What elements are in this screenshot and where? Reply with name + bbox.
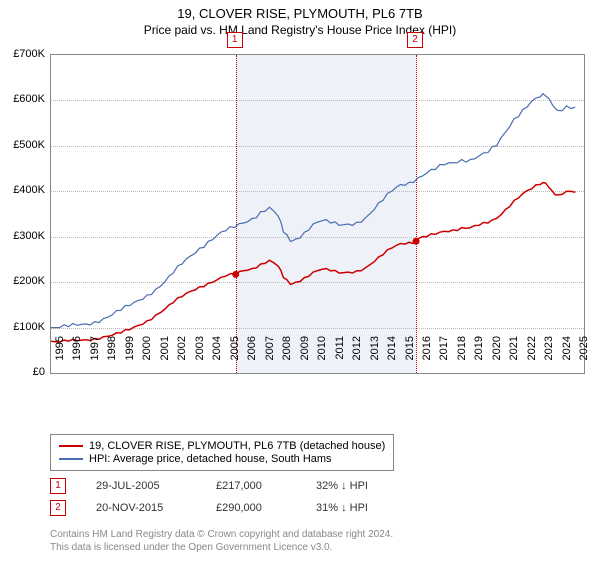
- x-axis-label: 2024: [561, 336, 573, 376]
- legend-item: HPI: Average price, detached house, Sout…: [59, 453, 385, 465]
- chart-area: £0£100K£200K£300K£400K£500K£600K£700K199…: [50, 54, 585, 394]
- x-axis-label: 2019: [473, 336, 485, 376]
- sale-row: 1 29-JUL-2005 £217,000 32% ↓ HPI: [50, 478, 396, 494]
- sale-price: £217,000: [216, 480, 286, 492]
- x-axis-label: 2014: [386, 336, 398, 376]
- x-axis-label: 2023: [543, 336, 555, 376]
- sale-hpi-diff: 31% ↓ HPI: [316, 502, 396, 514]
- x-axis-label: 2018: [456, 336, 468, 376]
- sale-price: £290,000: [216, 502, 286, 514]
- x-axis-label: 1995: [54, 336, 66, 376]
- sale-marker-badge: 2: [407, 32, 423, 48]
- x-axis-label: 2017: [438, 336, 450, 376]
- x-axis-label: 2011: [334, 336, 346, 376]
- chart-container: 19, CLOVER RISE, PLYMOUTH, PL6 7TB Price…: [0, 6, 600, 566]
- y-axis-label: £600K: [0, 93, 45, 105]
- x-axis-label: 2008: [281, 336, 293, 376]
- sale-row: 2 20-NOV-2015 £290,000 31% ↓ HPI: [50, 500, 396, 516]
- x-axis-label: 1997: [89, 336, 101, 376]
- x-axis-label: 2025: [578, 336, 590, 376]
- series-price_paid: [51, 183, 575, 343]
- plot-region: [50, 54, 585, 374]
- footer-attribution: Contains HM Land Registry data © Crown c…: [50, 528, 393, 554]
- x-axis-label: 2003: [194, 336, 206, 376]
- sale-marker-badge: 1: [227, 32, 243, 48]
- x-axis-label: 1999: [124, 336, 136, 376]
- y-axis-label: £0: [0, 366, 45, 378]
- x-axis-label: 2010: [316, 336, 328, 376]
- footer-line-1: Contains HM Land Registry data © Crown c…: [50, 528, 393, 541]
- sale-date: 29-JUL-2005: [96, 480, 186, 492]
- sales-table: 1 29-JUL-2005 £217,000 32% ↓ HPI 2 20-NOV-201…: [50, 478, 396, 522]
- legend-box: 19, CLOVER RISE, PLYMOUTH, PL6 7TB (deta…: [50, 434, 394, 471]
- legend-swatch: [59, 445, 83, 447]
- footer-line-2: This data is licensed under the Open Gov…: [50, 541, 393, 554]
- sale-row-badge: 2: [50, 500, 66, 516]
- x-axis-label: 2015: [404, 336, 416, 376]
- legend-item: 19, CLOVER RISE, PLYMOUTH, PL6 7TB (deta…: [59, 440, 385, 452]
- x-axis-label: 2016: [421, 336, 433, 376]
- y-axis-label: £300K: [0, 230, 45, 242]
- x-axis-label: 2021: [508, 336, 520, 376]
- chart-subtitle: Price paid vs. HM Land Registry's House …: [0, 23, 600, 37]
- x-axis-label: 2001: [159, 336, 171, 376]
- x-axis-label: 1996: [71, 336, 83, 376]
- x-axis-label: 2004: [211, 336, 223, 376]
- x-axis-label: 2022: [526, 336, 538, 376]
- x-axis-label: 2013: [369, 336, 381, 376]
- y-axis-label: £500K: [0, 139, 45, 151]
- x-axis-label: 2002: [176, 336, 188, 376]
- legend-swatch: [59, 458, 83, 460]
- legend-label: 19, CLOVER RISE, PLYMOUTH, PL6 7TB (deta…: [89, 440, 385, 452]
- x-axis-label: 2007: [264, 336, 276, 376]
- sale-date: 20-NOV-2015: [96, 502, 186, 514]
- y-axis-label: £400K: [0, 184, 45, 196]
- series-svg: [51, 55, 584, 373]
- chart-title: 19, CLOVER RISE, PLYMOUTH, PL6 7TB: [0, 6, 600, 21]
- x-axis-label: 2009: [299, 336, 311, 376]
- legend-label: HPI: Average price, detached house, Sout…: [89, 453, 332, 465]
- x-axis-label: 2006: [246, 336, 258, 376]
- x-axis-label: 2000: [141, 336, 153, 376]
- sale-row-badge: 1: [50, 478, 66, 494]
- y-axis-label: £200K: [0, 275, 45, 287]
- series-hpi: [51, 94, 575, 328]
- x-axis-label: 2020: [491, 336, 503, 376]
- sale-point-marker: [232, 271, 239, 278]
- sale-point-marker: [413, 238, 420, 245]
- y-axis-label: £100K: [0, 321, 45, 333]
- x-axis-label: 2012: [351, 336, 363, 376]
- y-axis-label: £700K: [0, 48, 45, 60]
- sale-hpi-diff: 32% ↓ HPI: [316, 480, 396, 492]
- x-axis-label: 2005: [229, 336, 241, 376]
- x-axis-label: 1998: [106, 336, 118, 376]
